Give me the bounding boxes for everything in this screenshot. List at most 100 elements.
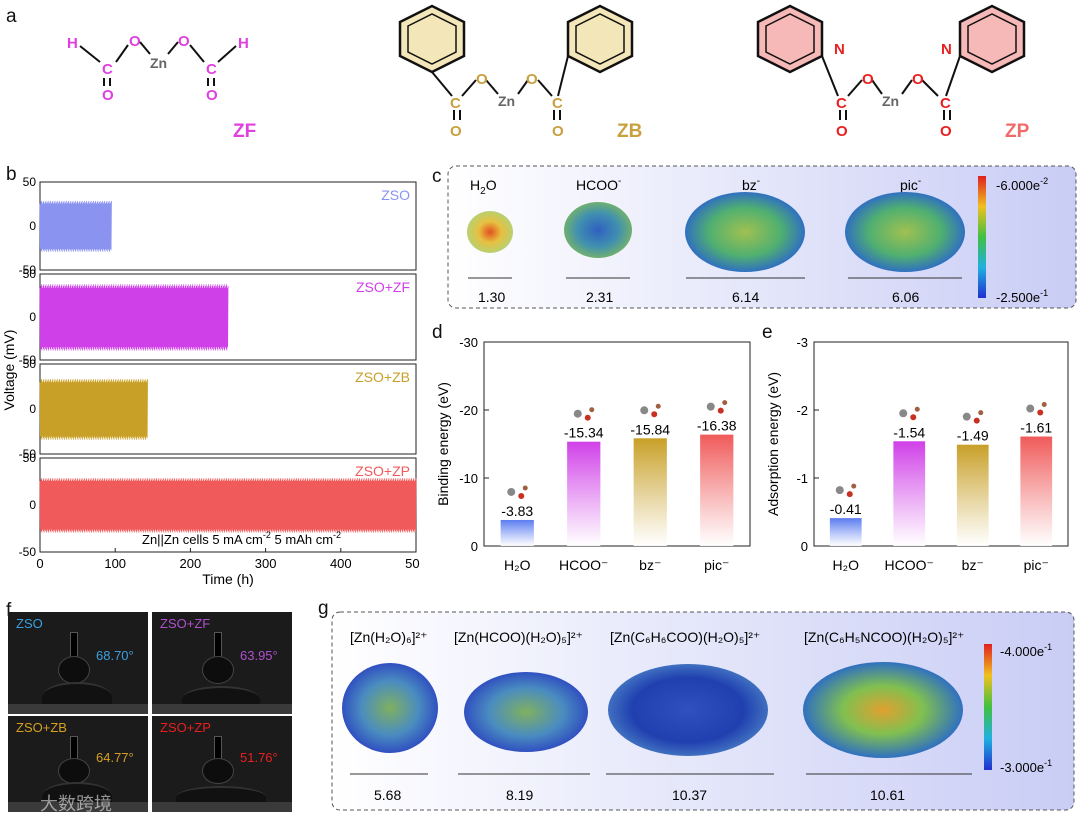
binding-energy-chart: -30 -20 -10 0 Binding energy (eV) -3.83 H₂O -15…	[435, 335, 751, 573]
d-y-tick-label: 0	[471, 539, 478, 554]
zf-h-left: H	[67, 35, 78, 52]
colorbar-g	[984, 644, 992, 770]
esp-h2o	[467, 211, 513, 253]
e-bar-value-3: -1.61	[1020, 420, 1052, 436]
esp-complex-3	[608, 664, 768, 756]
colorbar-g-max: -4.000e-1	[1000, 642, 1052, 659]
zb-o2: O	[476, 71, 488, 88]
zp-o3: O	[912, 71, 924, 88]
d-mol-atom	[507, 487, 516, 496]
esp-complex-4	[803, 662, 963, 758]
mol-label-hcoo: HCOO-	[576, 176, 621, 193]
x-tick-label: 0	[36, 556, 43, 571]
d-category-1: HCOO⁻	[559, 557, 608, 573]
e-category-3: pic⁻	[1024, 557, 1049, 573]
y-tick-label: 50	[23, 267, 37, 281]
zp-n2: N	[941, 41, 952, 58]
angle-zso-zf: 63.95°	[240, 648, 278, 663]
d-mol-atom	[518, 492, 525, 499]
zp-n1: N	[834, 41, 845, 58]
zf-o3: O	[178, 33, 190, 50]
x-tick-label: 500	[405, 556, 420, 571]
esp-molecules-panel: H2O HCOO- bz- pic- 1.30 2.31 6.14 6.06 -…	[447, 165, 1077, 309]
series-label-0: ZSO	[381, 187, 410, 203]
y-tick-label: -50	[19, 353, 37, 367]
d-mol-atom	[640, 406, 649, 415]
y-tick-label: 50	[23, 175, 37, 189]
d-bar-value-0: -3.83	[501, 503, 533, 519]
y-tick-label: 50	[23, 451, 37, 465]
y-tick-label: 50	[23, 357, 37, 371]
voltage-chart: 500-50ZSO500-50ZSO+ZF500-50ZSO+ZB500-50Z…	[1, 175, 420, 587]
contact-angle-photo-zso-zb: ZSO+ZB 64.77°	[8, 716, 148, 812]
e-category-2: bz⁻	[962, 557, 984, 573]
adsorption-energy-chart: -3 -2 -1 0 Adsorption energy (eV) -0.41 H₂O -1.…	[765, 335, 1069, 573]
e-mol-atom	[1026, 404, 1035, 413]
zb-name: ZB	[617, 121, 642, 142]
e-y-tick-label: -3	[796, 335, 808, 350]
watermark: 大数跨境	[40, 794, 112, 814]
contact-angle-photo-zso-zp: ZSO+ZP 51.76°	[152, 716, 292, 812]
e-mol-atom	[899, 409, 908, 418]
photo-tag-zso-zf: ZSO+ZF	[160, 616, 211, 631]
esp-pic	[845, 192, 965, 272]
e-y-axis-label: Adsorption energy (eV)	[765, 372, 781, 516]
complex-4-width: 10.61	[870, 787, 905, 803]
e-y-tick-label: -1	[796, 471, 808, 486]
zf-structure: H C O O Zn O C O H ZF	[67, 33, 256, 142]
series-label-3: ZSO+ZP	[355, 463, 410, 479]
complex-2-width: 8.19	[506, 787, 533, 803]
zp-name: ZP	[1005, 121, 1030, 142]
voltage-series-1	[39, 284, 229, 351]
zp-zn: Zn	[882, 93, 899, 109]
d-bar-1	[567, 441, 601, 546]
esp-complex-1	[342, 663, 438, 753]
y-tick-label: 0	[29, 498, 36, 512]
zf-o1: O	[102, 87, 114, 104]
width-pic: 6.06	[892, 289, 919, 305]
d-mol-atom	[706, 402, 715, 411]
esp-complexes-panel: [Zn(H₂O)₆]²⁺ [Zn(HCOO)(H₂O)₅]²⁺ [Zn(C₆H₆…	[331, 611, 1075, 811]
e-mol-atom	[910, 414, 917, 421]
e-category-0: H₂O	[833, 557, 860, 573]
zp-o1: O	[836, 123, 848, 140]
e-y-tick-label: 0	[801, 539, 808, 554]
d-category-0: H₂O	[504, 557, 531, 573]
e-bar-value-2: -1.49	[957, 428, 989, 444]
d-y-tick-label: -30	[459, 335, 478, 350]
mol-label-pic: pic-	[900, 176, 921, 193]
panel-label-e: e	[762, 322, 773, 343]
zf-zn: Zn	[150, 55, 167, 71]
d-bar-3	[700, 434, 734, 546]
x-axis-label: Time (h)	[202, 571, 254, 587]
panel-label-g: g	[318, 598, 329, 619]
width-bz: 6.14	[732, 289, 759, 305]
d-bar-0	[500, 519, 534, 546]
voltage-series-3	[39, 478, 417, 533]
panel-label-f: f	[6, 600, 12, 621]
e-mol-atom	[846, 491, 853, 498]
zp-o2: O	[862, 71, 874, 88]
y-tick-label: -50	[19, 263, 37, 277]
e-mol-atom	[914, 406, 920, 412]
zf-o4: O	[206, 87, 218, 104]
e-bar-1	[893, 441, 926, 546]
d-bar-value-2: -15.84	[630, 421, 670, 437]
zp-c1: C	[836, 95, 847, 112]
zf-name: ZF	[233, 121, 256, 142]
panel-label-c: c	[432, 166, 442, 187]
x-tick-label: 400	[330, 556, 352, 571]
y-tick-label: -50	[19, 545, 37, 559]
y-tick-label: 0	[29, 402, 36, 416]
conditions-annotation: Zn||Zn cells 5 mA cm-2 5 mAh cm-2	[142, 530, 341, 547]
esp-complex-2	[464, 672, 588, 752]
voltage-series-2	[39, 379, 148, 440]
d-mol-atom	[584, 414, 591, 421]
d-mol-atom	[522, 485, 528, 491]
d-bar-2	[633, 438, 667, 546]
e-mol-atom	[962, 412, 971, 421]
zf-c2: C	[206, 61, 217, 78]
e-mol-atom	[1037, 409, 1044, 416]
esp-bz	[685, 192, 805, 272]
e-bar-3	[1020, 436, 1053, 546]
